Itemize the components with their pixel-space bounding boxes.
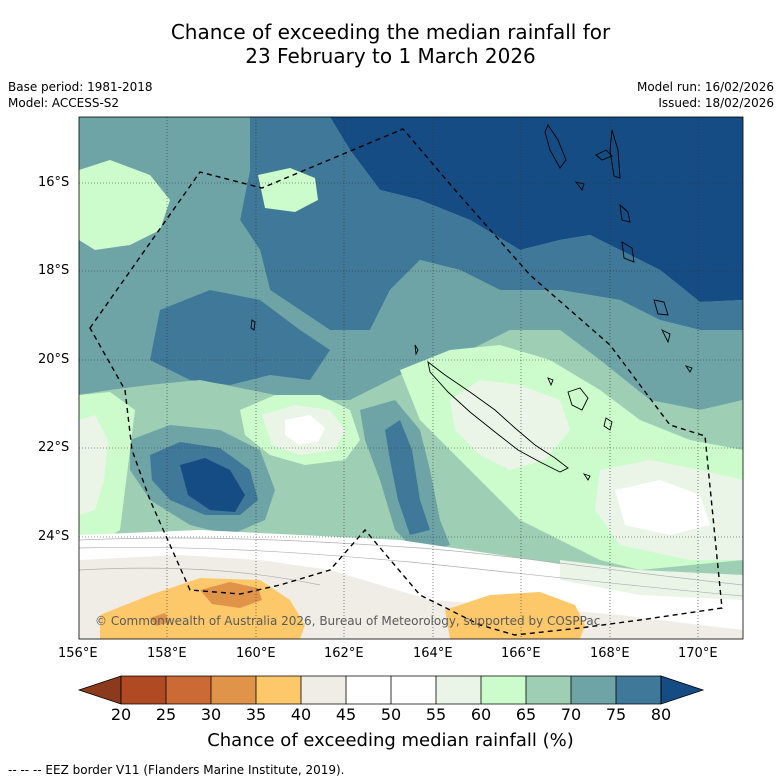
lat-label-24s: 24°S	[38, 529, 70, 544]
region-70-75-mid	[150, 290, 330, 385]
colorbar-tick-65: 65	[515, 705, 537, 724]
colorbar-tick-75: 75	[605, 705, 627, 724]
colorbar-bin-75-80	[616, 676, 661, 704]
lon-label-156e: 156°E	[58, 646, 98, 661]
colorbar-tick-35: 35	[245, 705, 267, 724]
colorbar-tick-45: 45	[335, 705, 357, 724]
colorbar-bin-20-25	[121, 676, 166, 704]
region-80-sw	[180, 458, 245, 512]
colorbar-tick-25: 25	[155, 705, 177, 724]
lon-label-166e: 166°E	[501, 646, 541, 661]
colorbar-bin-30-35	[211, 676, 256, 704]
lon-label-158e: 158°E	[147, 646, 187, 661]
lon-label-162e: 162°E	[324, 646, 364, 661]
colorbar-tick-40: 40	[290, 705, 312, 724]
region-60-65-n	[258, 168, 318, 212]
colorbar-tick-20: 20	[110, 705, 132, 724]
colorbar-bin-65-70	[526, 676, 571, 704]
contour-lines	[79, 537, 743, 597]
region-75-80-finger	[385, 420, 430, 535]
region-55-60-center	[450, 380, 570, 470]
colorbar-bin-50-55	[391, 676, 436, 704]
colorbar-bin-35-40	[256, 676, 301, 704]
region-50-55-east	[615, 480, 710, 535]
colorbar-bin-40-45	[301, 676, 346, 704]
chart-title-line1: Chance of exceeding the median rainfall …	[170, 20, 611, 44]
lon-label-170e: 170°E	[678, 646, 718, 661]
region-70-75-north	[240, 117, 743, 330]
lon-label-168e: 168°E	[590, 646, 630, 661]
region-60-65-nw	[79, 160, 170, 250]
region-55-60-west	[79, 415, 108, 515]
lat-label-20s: 20°S	[38, 352, 70, 367]
colorbar-bin-25-30	[166, 676, 211, 704]
region-30-35-small	[150, 613, 170, 626]
region-55-60-band	[560, 560, 743, 600]
region-75-80	[330, 117, 743, 302]
map-frame	[78, 116, 744, 640]
graticule	[79, 117, 743, 639]
colorbar-tick-30: 30	[200, 705, 222, 724]
colorbar-tick-70: 70	[560, 705, 582, 724]
colorbar	[77, 675, 705, 705]
colorbar-bin-45-50	[346, 676, 391, 704]
region-50-55-pocket	[285, 415, 325, 444]
colorbar-tick-55: 55	[425, 705, 447, 724]
colorbar-bin-60-65	[481, 676, 526, 704]
coastlines	[250, 124, 693, 481]
region-30-35-south	[200, 582, 262, 608]
colorbar-low-arrow	[77, 675, 122, 705]
lat-label-22s: 22°S	[38, 440, 70, 455]
lat-label-16s: 16°S	[38, 175, 70, 190]
new-caledonia-outline	[427, 360, 569, 473]
lat-label-18s: 18°S	[38, 263, 70, 278]
colorbar-bin-70-75	[571, 676, 616, 704]
chart-title-line2: 23 February to 1 March 2026	[245, 44, 536, 68]
copyright-notice: © Commonwealth of Australia 2026, Bureau…	[95, 614, 601, 628]
model-run: Model run: 16/02/2026	[636, 80, 774, 94]
colorbar-bin-55-60	[436, 676, 481, 704]
colorbar-tick-60: 60	[470, 705, 492, 724]
lon-label-164e: 164°E	[413, 646, 453, 661]
region-35-40-south-east	[445, 592, 585, 639]
colorbar-tick-50: 50	[380, 705, 402, 724]
colorbar-tick-80: 80	[650, 705, 672, 724]
eez-legend: -- -- -- EEZ border V11 (Flanders Marine…	[8, 763, 345, 777]
colorbar-title: Chance of exceeding median rainfall (%)	[207, 730, 574, 751]
issued-date: Issued: 18/02/2026	[658, 96, 774, 110]
colorbar-high-arrow	[660, 675, 705, 705]
model-name: Model: ACCESS-S2	[8, 96, 120, 110]
vanuatu-outline-1	[544, 124, 567, 169]
lon-label-160e: 160°E	[236, 646, 276, 661]
map-field	[79, 117, 743, 639]
base-period: Base period: 1981-2018	[8, 80, 153, 94]
